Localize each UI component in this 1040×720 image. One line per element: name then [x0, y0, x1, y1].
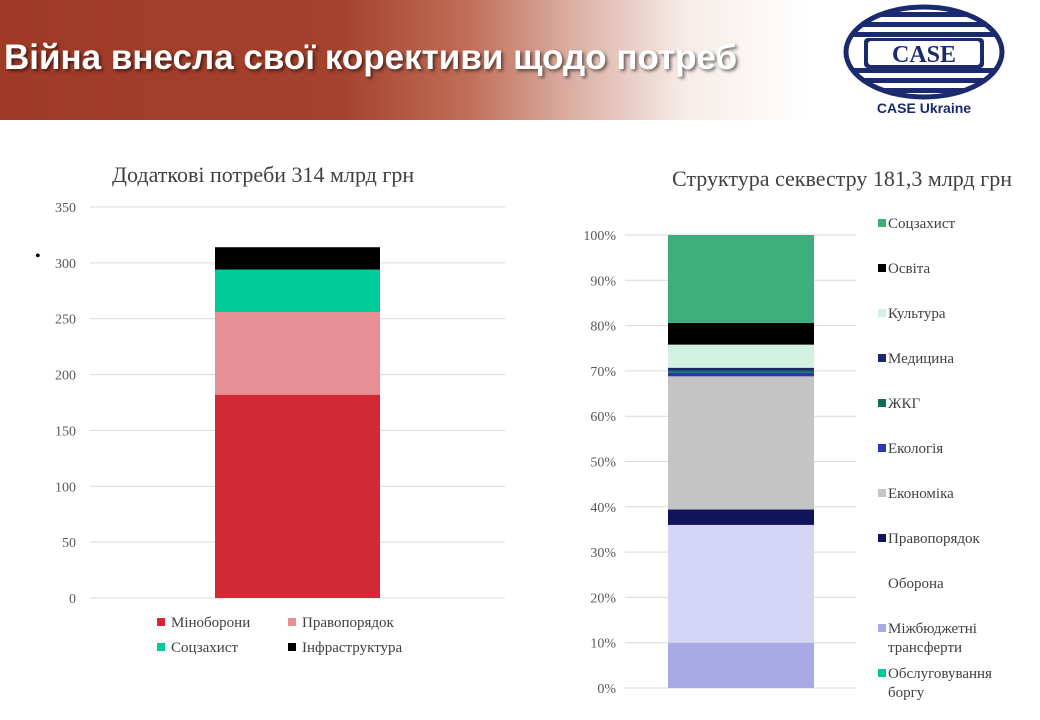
- chart2-y-tick-label: 100%: [583, 229, 616, 244]
- chart2-y-tick-label: 90%: [590, 274, 616, 289]
- chart2-sequester-structure: 0% 10% 20% 30% 40% 50% 60% 70% 80% 90% 100% Соцзахи…: [583, 216, 992, 701]
- chart2-y-tick-label: 0%: [597, 682, 616, 697]
- header-banner: Війна внесла свої корективи щодо потреб: [0, 0, 805, 120]
- chart2-legend-swatch: [878, 489, 886, 497]
- chart2-legend-label: боргу: [888, 685, 925, 701]
- chart2-legend-swatch: [878, 669, 886, 677]
- chart1-bar-segment: [215, 312, 380, 395]
- chart2-legend-label: Екологія: [888, 441, 943, 457]
- slide-title: Війна внесла свої корективи щодо потреб: [4, 38, 738, 77]
- chart1-y-tick-label: 350: [55, 201, 76, 216]
- chart2-legend-label: ЖКГ: [888, 396, 920, 412]
- chart2-bar-segment: [668, 367, 814, 371]
- chart2-legend-swatch: [878, 624, 886, 632]
- chart2-legend-label: Обслуговування: [888, 666, 992, 682]
- chart2-y-tick-label: 40%: [590, 501, 616, 516]
- chart2-y-tick-label: 60%: [590, 410, 616, 425]
- chart1-y-tick-label: 150: [55, 424, 76, 439]
- chart2-legend-swatch: [878, 264, 886, 272]
- bullet-mark: •: [35, 248, 41, 265]
- chart2-legend-swatch: [878, 399, 886, 407]
- chart2-legend-swatch: [878, 444, 886, 452]
- chart1-legend-swatch: [157, 643, 165, 651]
- chart1-y-tick-label: 0: [69, 592, 76, 607]
- chart1-y-tick-label: 50: [62, 536, 76, 551]
- chart2-y-tick-label: 50%: [590, 456, 616, 471]
- chart2-y-tick-label: 30%: [590, 546, 616, 561]
- chart1-legend-swatch: [288, 643, 296, 651]
- chart1-y-tick-label: 200: [55, 369, 76, 384]
- chart1-legend-label: Інфраструктура: [302, 640, 403, 656]
- chart2-legend-label: Культура: [888, 306, 946, 322]
- case-logo-graphic: CASE: [843, 4, 1005, 100]
- chart1-y-tick-label: 300: [55, 257, 76, 272]
- chart2-legend-label: Правопорядок: [888, 531, 981, 547]
- logo-text: CASE: [892, 42, 956, 68]
- chart1-legend-swatch: [157, 618, 165, 626]
- chart1-y-tick-label: 100: [55, 480, 76, 495]
- chart2-legend-label: Освіта: [888, 261, 930, 277]
- logo-stripes: [846, 12, 1002, 93]
- chart2-y-tick-label: 80%: [590, 320, 616, 335]
- chart2-bar-segment: [668, 372, 814, 377]
- logo-caption: CASE Ukraine: [876, 100, 972, 116]
- chart2-legend-label: Економіка: [888, 486, 954, 502]
- chart2-bar-segment: [668, 642, 814, 688]
- chart1-legend-label: Міноборони: [171, 615, 250, 631]
- chart2-legend-label: Міжбюджетні: [888, 621, 977, 637]
- chart2-title: Структура секвестру 181,3 млрд грн: [672, 166, 1012, 191]
- chart1-legend-label: Правопорядок: [302, 615, 395, 631]
- chart2-bar-segment: [668, 376, 814, 510]
- chart2-legend-swatch: [878, 534, 886, 542]
- chart2-legend-swatch: [878, 219, 886, 227]
- chart2-bar-segment: [668, 235, 814, 323]
- chart1-bar-segment: [215, 269, 380, 313]
- chart2-bar-segment: [668, 322, 814, 345]
- chart1-y-tick-label: 250: [55, 313, 76, 328]
- chart2-bar-segment: [668, 370, 814, 373]
- chart2-bar-segment: [668, 524, 814, 643]
- chart2-y-tick-label: 10%: [590, 637, 616, 652]
- chart1-legend-label: Соцзахист: [171, 640, 238, 656]
- chart2-y-tick-label: 70%: [590, 365, 616, 380]
- chart1-additional-needs: 0 50 100 150 200 250 300 350 Міноборони Правопоря…: [55, 201, 505, 656]
- chart2-legend-label: Соцзахист: [888, 216, 955, 232]
- chart1-legend-swatch: [288, 618, 296, 626]
- chart1-title: Додаткові потреби 314 млрд грн: [112, 162, 415, 187]
- chart2-legend-label: трансферти: [888, 640, 962, 656]
- chart2-legend-label: Медицина: [888, 351, 954, 367]
- case-logo: CASE CASE Ukraine: [838, 2, 1010, 120]
- chart2-y-tick-label: 20%: [590, 591, 616, 606]
- chart2-legend-label: Оборона: [888, 576, 944, 592]
- chart2-bar-segment: [668, 344, 814, 368]
- chart2-legend-swatch: [878, 354, 886, 362]
- chart2-legend-swatch: [878, 309, 886, 317]
- chart1-bar-segment: [215, 394, 380, 598]
- chart2-bar-segment: [668, 509, 814, 525]
- chart1-bar-segment: [215, 247, 380, 270]
